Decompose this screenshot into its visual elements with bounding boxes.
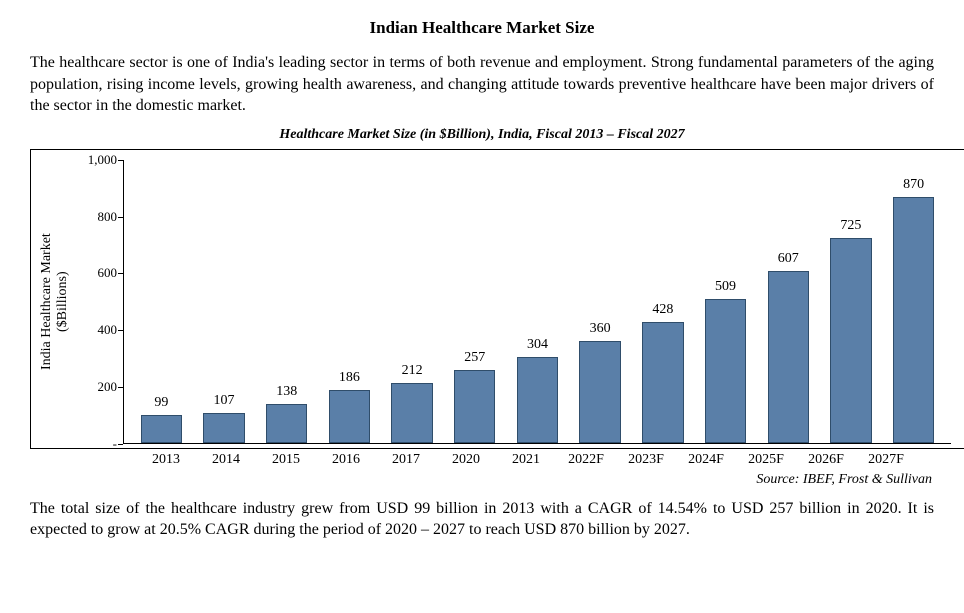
chart-bar [203, 413, 244, 443]
chart-bar-col: 428 [632, 160, 695, 443]
chart-source: Source: IBEF, Frost & Sullivan [30, 472, 932, 488]
chart-bar [329, 390, 370, 443]
chart-bar-value-label: 428 [652, 302, 673, 318]
chart-bar-value-label: 607 [778, 251, 799, 267]
page-title: Indian Healthcare Market Size [30, 18, 934, 38]
chart-ytick: 400 [98, 322, 118, 338]
chart-bar-col: 870 [882, 160, 945, 443]
chart-bar-value-label: 870 [903, 177, 924, 193]
chart-xtick: 2027F [856, 449, 916, 468]
chart-plot-row: India Healthcare Market ($Billions) -200… [37, 160, 951, 444]
chart-frame: India Healthcare Market ($Billions) - 200… [30, 149, 964, 449]
chart-bars: 99 107 138 186 212 257 304 360 428 509 607 725 870 [124, 160, 951, 443]
chart-bar-col: 360 [569, 160, 632, 443]
chart-xtick: 2014 [196, 449, 256, 468]
chart-bar [893, 197, 934, 443]
chart-xtick: 2016 [316, 449, 376, 468]
chart-ytick: 200 [98, 379, 118, 395]
chart-bar-col: 138 [255, 160, 318, 443]
chart-bar [391, 383, 432, 443]
chart-bar-value-label: 99 [154, 395, 168, 411]
intro-paragraph: The healthcare sector is one of India's … [30, 52, 934, 117]
chart-bar [517, 357, 558, 443]
chart-bar-col: 509 [694, 160, 757, 443]
chart-bar-value-label: 304 [527, 337, 548, 353]
chart-ytick: - [113, 436, 117, 452]
chart-ylabel: India Healthcare Market ($Billions) [37, 160, 73, 444]
chart-bar [642, 322, 683, 443]
chart-bar-col: 607 [757, 160, 820, 443]
chart-bar-col: 257 [443, 160, 506, 443]
outro-paragraph: The total size of the healthcare industr… [30, 498, 934, 541]
chart-bar [768, 271, 809, 443]
chart-xtick: 2022F [556, 449, 616, 468]
chart-title: Healthcare Market Size (in $Billion), In… [30, 127, 934, 143]
chart-bar-col: 212 [381, 160, 444, 443]
chart-bar-value-label: 509 [715, 279, 736, 295]
chart-bar [266, 404, 307, 443]
chart-bar-value-label: 725 [840, 218, 861, 234]
chart-xtick: 2026F [796, 449, 856, 468]
chart-xtick: 2015 [256, 449, 316, 468]
chart-xtick: 2021 [496, 449, 556, 468]
chart-bar-value-label: 107 [214, 393, 235, 409]
chart-bar [141, 415, 182, 443]
chart-xtick: 2013 [136, 449, 196, 468]
chart-plot-area: 99 107 138 186 212 257 304 360 428 509 607 725 870 [123, 160, 951, 444]
chart-bar [830, 238, 871, 443]
chart-bar [579, 341, 620, 443]
chart-xtick: 2023F [616, 449, 676, 468]
chart-bar-col: 304 [506, 160, 569, 443]
chart-xtick: 2020 [436, 449, 496, 468]
chart-bar-value-label: 186 [339, 370, 360, 386]
chart-bar-col: 725 [820, 160, 883, 443]
chart-ytick: 1,000 [88, 152, 117, 168]
chart-bar-value-label: 360 [590, 321, 611, 337]
chart-xtick: 2017 [376, 449, 436, 468]
chart-bar-value-label: 212 [402, 363, 423, 379]
chart-xaxis: 20132014201520162017202020212022F2023F20… [86, 449, 916, 468]
chart-bar [454, 370, 495, 443]
chart-ytick: 600 [98, 265, 118, 281]
chart-ytick: 800 [98, 209, 118, 225]
chart-xtick: 2025F [736, 449, 796, 468]
chart-bar-value-label: 138 [276, 384, 297, 400]
chart-bar [705, 299, 746, 443]
chart-bar-col: 99 [130, 160, 193, 443]
chart-bar-col: 186 [318, 160, 381, 443]
chart-xtick: 2024F [676, 449, 736, 468]
chart-yaxis: -2004006008001,000 [73, 160, 123, 444]
chart-bar-value-label: 257 [464, 350, 485, 366]
document-page: Indian Healthcare Market Size The health… [0, 0, 964, 561]
chart-bar-col: 107 [193, 160, 256, 443]
healthcare-chart-block: Healthcare Market Size (in $Billion), In… [30, 127, 934, 488]
